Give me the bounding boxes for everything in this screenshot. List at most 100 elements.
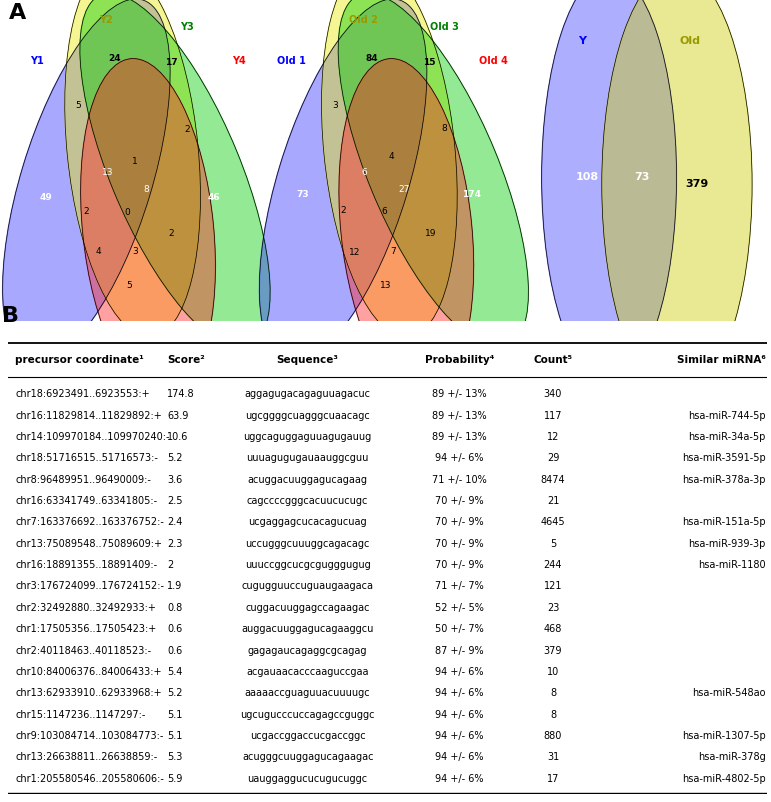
Text: chr16:18891355..18891409:-: chr16:18891355..18891409:- [15, 560, 157, 570]
Text: uuuccggcucgcgugggugug: uuuccggcucgcgugggugug [245, 560, 371, 570]
Text: 5: 5 [550, 539, 556, 549]
Text: hsa-miR-3591-5p: hsa-miR-3591-5p [682, 453, 766, 464]
Text: 73: 73 [296, 190, 308, 199]
Text: aaaaaccguaguuacuuuugc: aaaaaccguaguuacuuuugc [245, 688, 371, 699]
Text: 5.9: 5.9 [167, 774, 183, 784]
Text: Y3: Y3 [180, 22, 194, 32]
Text: 94 +/- 6%: 94 +/- 6% [436, 453, 484, 464]
Text: 4645: 4645 [540, 517, 565, 528]
Text: 87 +/- 9%: 87 +/- 9% [436, 646, 484, 655]
Text: uauggaggucucugucuggc: uauggaggucucugucuggc [247, 774, 368, 784]
Text: uccugggcuuuggcagacagc: uccugggcuuuggcagacagc [245, 539, 370, 549]
Text: 0.8: 0.8 [167, 603, 183, 613]
Ellipse shape [2, 0, 170, 363]
Ellipse shape [541, 0, 677, 383]
Text: 2.5: 2.5 [167, 496, 183, 506]
Text: 4: 4 [389, 152, 395, 161]
Text: 71 +/- 10%: 71 +/- 10% [433, 475, 487, 484]
Text: 15: 15 [423, 59, 436, 67]
Text: 2: 2 [167, 560, 173, 570]
Text: 8: 8 [143, 184, 150, 193]
Text: 27: 27 [399, 184, 409, 193]
Text: 5.3: 5.3 [167, 752, 183, 763]
Text: 17: 17 [547, 774, 559, 784]
Text: 174.8: 174.8 [167, 389, 195, 399]
Text: 8: 8 [550, 688, 556, 699]
Text: 3.6: 3.6 [167, 475, 183, 484]
Text: 52 +/- 5%: 52 +/- 5% [435, 603, 484, 613]
Text: 94 +/- 6%: 94 +/- 6% [436, 710, 484, 719]
Text: 5: 5 [76, 101, 82, 111]
Text: ucgaccggaccucgaccggc: ucgaccggaccucgaccggc [250, 731, 365, 741]
Text: cagccccgggcacuucucugc: cagccccgggcacuucucugc [247, 496, 369, 506]
Text: 49: 49 [40, 193, 52, 202]
Text: 108: 108 [576, 172, 599, 183]
Text: chr14:109970184..109970240:-: chr14:109970184..109970240:- [15, 432, 170, 442]
Text: hsa-miR-34a-5p: hsa-miR-34a-5p [689, 432, 766, 442]
Text: cuggacuuggagccagaagac: cuggacuuggagccagaagac [245, 603, 370, 613]
Text: 21: 21 [547, 496, 559, 506]
Ellipse shape [80, 0, 270, 348]
Text: 5.4: 5.4 [167, 667, 183, 677]
Text: hsa-miR-378a-3p: hsa-miR-378a-3p [682, 475, 766, 484]
Text: 6: 6 [381, 207, 387, 216]
Text: 89 +/- 13%: 89 +/- 13% [433, 389, 487, 399]
Text: 10: 10 [547, 667, 559, 677]
Ellipse shape [322, 0, 457, 337]
Text: Score²: Score² [167, 354, 205, 365]
Text: uggcaguggaguuagugauug: uggcaguggaguuagugauug [244, 432, 372, 442]
Text: hsa-miR-1307-5p: hsa-miR-1307-5p [682, 731, 766, 741]
Text: 31: 31 [547, 752, 559, 763]
Ellipse shape [65, 0, 200, 337]
Text: uuuagugugauaauggcguu: uuuagugugauaauggcguu [247, 453, 369, 464]
Text: 73: 73 [634, 172, 649, 183]
Text: 24: 24 [108, 54, 120, 63]
Text: 10.6: 10.6 [167, 432, 189, 442]
Text: chr8:96489951..96490009:-: chr8:96489951..96490009:- [15, 475, 151, 484]
Text: chr1:205580546..205580606:-: chr1:205580546..205580606:- [15, 774, 164, 784]
Text: 84: 84 [365, 54, 378, 63]
Text: 1.9: 1.9 [167, 581, 183, 591]
Text: 17: 17 [165, 59, 177, 67]
Text: Y4: Y4 [232, 56, 246, 67]
Text: hsa-miR-548ao: hsa-miR-548ao [692, 688, 766, 699]
Text: 4: 4 [96, 247, 102, 256]
Text: Y1: Y1 [30, 56, 44, 67]
Text: hsa-miR-744-5p: hsa-miR-744-5p [688, 411, 766, 420]
Text: 6: 6 [361, 168, 367, 176]
Text: chr3:176724099..176724152:-: chr3:176724099..176724152:- [15, 581, 164, 591]
Text: 2.4: 2.4 [167, 517, 183, 528]
Text: 3: 3 [332, 101, 338, 111]
Text: 174: 174 [463, 190, 481, 199]
Text: 46: 46 [208, 193, 221, 202]
Text: 5.1: 5.1 [167, 731, 183, 741]
Text: Y2: Y2 [99, 15, 113, 26]
Text: hsa-miR-939-3p: hsa-miR-939-3p [689, 539, 766, 549]
Text: A: A [9, 3, 26, 23]
Text: gagagaucagaggcgcagag: gagagaucagaggcgcagag [248, 646, 368, 655]
Text: 0: 0 [124, 209, 130, 217]
Text: Similar miRNA⁶: Similar miRNA⁶ [677, 354, 766, 365]
Text: chr2:32492880..32492933:+: chr2:32492880..32492933:+ [15, 603, 157, 613]
Text: 5.1: 5.1 [167, 710, 183, 719]
Text: 117: 117 [544, 411, 562, 420]
Text: Probability⁴: Probability⁴ [425, 354, 494, 365]
Text: 1: 1 [132, 157, 138, 166]
Text: chr16:63341749..63341805:-: chr16:63341749..63341805:- [15, 496, 157, 506]
Text: 2.3: 2.3 [167, 539, 183, 549]
Text: hsa-miR-378g: hsa-miR-378g [698, 752, 766, 763]
Text: chr10:84006376..84006433:+: chr10:84006376..84006433:+ [15, 667, 162, 677]
Text: 121: 121 [544, 581, 562, 591]
Ellipse shape [338, 0, 528, 348]
Text: 12: 12 [349, 248, 360, 257]
Text: acugggcuuggagucagaagac: acugggcuuggagucagaagac [242, 752, 373, 763]
Ellipse shape [259, 0, 427, 363]
Text: Count⁵: Count⁵ [534, 354, 573, 365]
Text: 468: 468 [544, 624, 562, 634]
Text: 2: 2 [83, 207, 89, 216]
Text: Sequence³: Sequence³ [277, 354, 338, 365]
Text: chr9:103084714..103084773:-: chr9:103084714..103084773:- [15, 731, 163, 741]
Text: chr13:26638811..26638859:-: chr13:26638811..26638859:- [15, 752, 157, 763]
Text: 89 +/- 13%: 89 +/- 13% [433, 411, 487, 420]
Text: 2: 2 [184, 125, 190, 134]
